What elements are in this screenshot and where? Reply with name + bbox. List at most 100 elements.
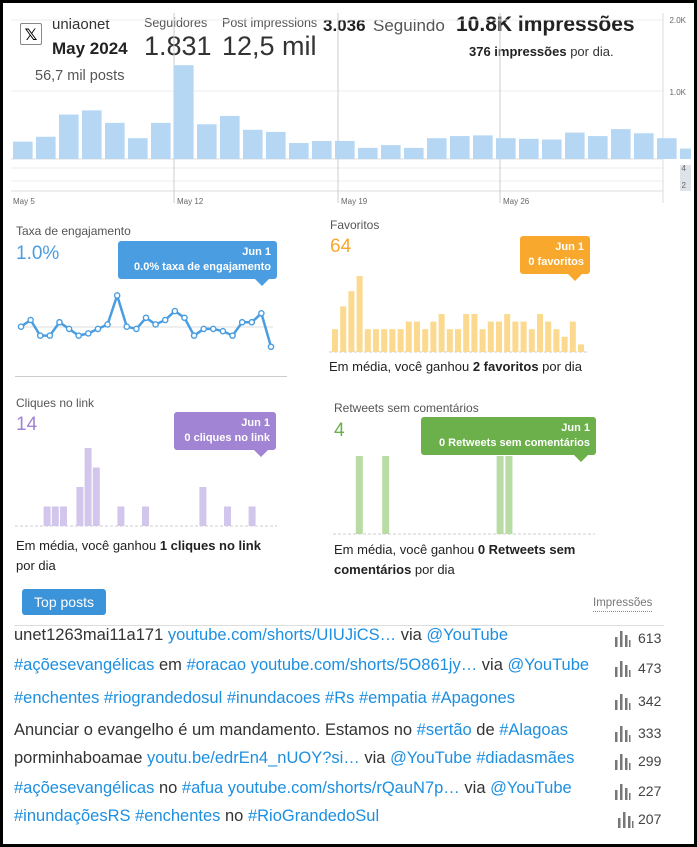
data-bar bbox=[430, 321, 437, 352]
impression-bar bbox=[404, 147, 424, 159]
bar-chart-icon[interactable] bbox=[614, 784, 632, 800]
engagement-point bbox=[65, 325, 73, 333]
icon-bar bbox=[620, 754, 623, 770]
post-link[interactable]: youtube.com/shorts/UIUJiCS… bbox=[167, 626, 397, 644]
y2-tick-label: 4 bbox=[682, 164, 687, 173]
retweets-bar-chart bbox=[333, 456, 595, 535]
impression-bar bbox=[59, 114, 79, 159]
retweets-tooltip-date: Jun 1 bbox=[561, 422, 590, 434]
post-link[interactable]: youtu.be/edrEn4_nUOY?si… bbox=[147, 749, 360, 767]
data-bar bbox=[505, 456, 513, 534]
engagement-point bbox=[171, 307, 179, 315]
post-link[interactable]: youtube.com/shorts/5O861jy… bbox=[250, 656, 478, 674]
icon-bar bbox=[629, 793, 631, 800]
engagement-point bbox=[75, 332, 82, 339]
data-bar bbox=[381, 329, 388, 352]
data-bar bbox=[199, 487, 207, 526]
impression-bar bbox=[473, 135, 493, 159]
link-clicks-average: Em média, você ganhou 1 cliques no link … bbox=[16, 536, 278, 576]
favorites-avg-suffix: por dia bbox=[538, 359, 582, 374]
link-clicks-tooltip: Jun 1 0 cliques no link bbox=[174, 412, 276, 457]
icon-bar bbox=[625, 665, 628, 677]
bar-chart-icon[interactable] bbox=[614, 694, 632, 710]
top-post-row[interactable]: Anunciar o evangelho é um mandamento. Es… bbox=[14, 721, 614, 749]
bar-chart-icon[interactable] bbox=[617, 812, 635, 828]
engagement-point bbox=[190, 332, 198, 339]
impressions-tab[interactable]: Impressões bbox=[593, 597, 653, 612]
impression-bar bbox=[312, 140, 332, 159]
post-link[interactable]: @YouTube bbox=[490, 779, 572, 797]
icon-bar bbox=[629, 735, 631, 742]
post-link[interactable]: #açõesevangélicas bbox=[14, 779, 155, 797]
top-post-row[interactable]: unet1263mai11a171 youtube.com/shorts/UIU… bbox=[14, 626, 614, 654]
post-link[interactable]: youtube.com/shorts/rQauN7p… bbox=[227, 779, 460, 797]
top-post-row[interactable]: #enchentes #riograndedosul #inundacoes #… bbox=[14, 689, 614, 717]
y2-tick-label: 2 bbox=[682, 181, 687, 190]
data-bar bbox=[84, 448, 92, 526]
post-link[interactable]: #enchentes bbox=[135, 807, 221, 825]
post-link[interactable]: @YouTube bbox=[426, 626, 509, 644]
data-bar bbox=[455, 329, 461, 352]
top-post-row[interactable]: #açõesevangélicas no #afua youtube.com/s… bbox=[14, 779, 614, 807]
data-bar bbox=[117, 506, 125, 526]
data-bar bbox=[520, 321, 527, 352]
bar-chart-icon[interactable] bbox=[614, 754, 632, 770]
post-link[interactable]: #sertão bbox=[416, 721, 472, 739]
engagement-point bbox=[219, 327, 227, 335]
engagement-point bbox=[94, 325, 102, 333]
bar-chart-icon[interactable] bbox=[614, 661, 632, 677]
favorites-bar-chart bbox=[329, 276, 589, 353]
post-link[interactable]: @YouTube bbox=[507, 656, 590, 674]
bar-chart-icon[interactable] bbox=[614, 631, 632, 647]
impressions-total: 10.8K impressões bbox=[456, 13, 635, 36]
post-link[interactable]: #Rs bbox=[325, 689, 355, 707]
divider bbox=[15, 376, 287, 377]
data-bar bbox=[332, 329, 338, 352]
post-link[interactable]: #inundacoes bbox=[226, 689, 321, 707]
post-link[interactable]: #enchentes bbox=[14, 689, 100, 707]
retweets-avg-prefix: Em média, você ganhou bbox=[334, 542, 478, 557]
x-tick-label: May 26 bbox=[503, 197, 530, 206]
post-link[interactable]: #Apagones bbox=[431, 689, 515, 707]
favorites-title: Favoritos bbox=[330, 218, 380, 232]
data-bar bbox=[76, 487, 84, 526]
data-bar bbox=[397, 329, 404, 352]
top-post-row[interactable]: #inundaçõesRS #enchentes no #RioGrandedo… bbox=[14, 807, 614, 835]
post-link[interactable]: #Alagoas bbox=[499, 721, 569, 739]
top-post-row[interactable]: #açõesevangélicas em #oracao youtube.com… bbox=[14, 656, 614, 684]
engagement-point bbox=[248, 318, 256, 326]
favorites-avg-bold: 2 favoritos bbox=[472, 359, 539, 374]
icon-bar bbox=[618, 818, 621, 828]
impression-bar bbox=[565, 132, 585, 159]
data-bar bbox=[446, 329, 453, 352]
engagement-point bbox=[46, 332, 54, 339]
top-posts-button[interactable]: Top posts bbox=[22, 589, 106, 615]
post-link[interactable]: #RioGrandedoSul bbox=[247, 807, 380, 825]
data-bar bbox=[471, 314, 478, 352]
data-bar bbox=[479, 329, 486, 352]
post-impressions: 613 bbox=[638, 630, 662, 646]
post-link[interactable]: #diadasmães bbox=[476, 749, 575, 767]
engagement-point bbox=[210, 325, 217, 333]
post-link[interactable]: #inundaçõesRS bbox=[14, 807, 131, 825]
post-impressions: 333 bbox=[638, 725, 662, 741]
retweets-tooltip-text: 0 Retweets sem comentários bbox=[438, 437, 590, 449]
post-link[interactable]: @YouTube bbox=[390, 749, 472, 767]
y-tick-label: 2.0K bbox=[670, 16, 687, 25]
top-post-row[interactable]: porminhaboamae youtu.be/edrEn4_nUOY?si… … bbox=[14, 749, 614, 777]
post-link[interactable]: #riograndedosul bbox=[103, 689, 223, 707]
link-clicks-value: 14 bbox=[16, 414, 38, 435]
impression-bar bbox=[588, 136, 608, 159]
data-bar bbox=[348, 291, 355, 352]
bar-chart-icon[interactable] bbox=[614, 726, 632, 742]
icon-bar bbox=[615, 667, 618, 677]
engagement-point bbox=[181, 314, 188, 322]
post-link[interactable]: #açõesevangélicas bbox=[14, 656, 155, 674]
post-link[interactable]: #afua bbox=[181, 779, 224, 797]
following-label: Seguindo bbox=[373, 16, 445, 35]
post-link[interactable]: #empatia bbox=[358, 689, 427, 707]
engagement-point bbox=[123, 323, 131, 330]
post-link[interactable]: #oracao bbox=[186, 656, 247, 674]
data-bar bbox=[553, 329, 560, 352]
icon-bar bbox=[623, 812, 626, 828]
